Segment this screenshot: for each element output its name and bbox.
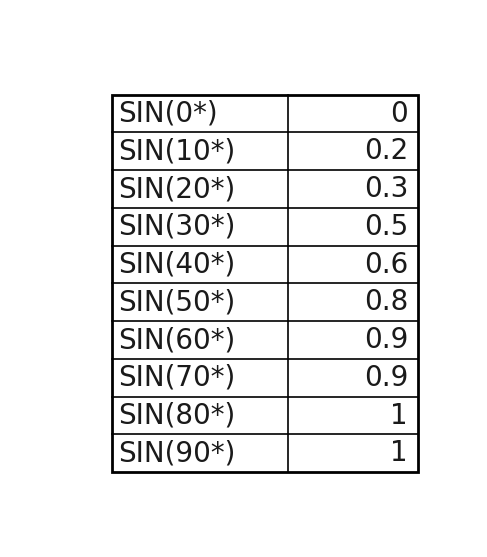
Text: SIN(90*): SIN(90*) (119, 439, 236, 467)
Text: 0.9: 0.9 (364, 364, 408, 392)
Text: 1: 1 (391, 402, 408, 429)
Text: 0.5: 0.5 (364, 213, 408, 241)
Text: 1: 1 (391, 439, 408, 467)
Text: 0.6: 0.6 (364, 251, 408, 278)
Text: 0.2: 0.2 (364, 138, 408, 165)
Text: SIN(10*): SIN(10*) (119, 138, 236, 165)
Text: SIN(30*): SIN(30*) (119, 213, 236, 241)
Text: SIN(80*): SIN(80*) (119, 402, 236, 429)
Text: 0: 0 (391, 100, 408, 128)
Text: 0.8: 0.8 (364, 289, 408, 316)
Text: SIN(0*): SIN(0*) (119, 100, 218, 128)
Text: SIN(60*): SIN(60*) (119, 326, 236, 354)
Text: 0.9: 0.9 (364, 326, 408, 354)
Text: SIN(50*): SIN(50*) (119, 289, 236, 316)
Text: 0.3: 0.3 (364, 175, 408, 203)
Text: SIN(40*): SIN(40*) (119, 251, 236, 278)
Text: SIN(20*): SIN(20*) (119, 175, 236, 203)
Text: SIN(70*): SIN(70*) (119, 364, 236, 392)
